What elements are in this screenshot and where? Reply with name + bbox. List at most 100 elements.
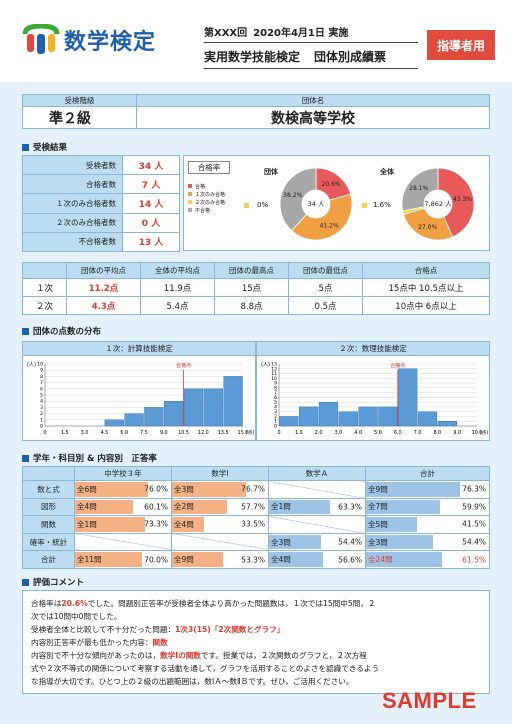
y-tick-label: 1 [274,419,277,425]
question-count: 全1問 [271,502,291,512]
results-table: 受検者数 34 人合格者数 7 人 １次のみ合格者数 14 人 ２次のみ合格者数 0 人不合… [22,154,180,252]
y-tick-label: 8 [274,385,277,391]
score-header: 団体の平均点 [66,262,141,279]
score-cell: 5.4点 [140,296,215,315]
x-tick-label: 13.5 [218,430,229,436]
histogram-bar [358,406,378,427]
subject-cell: 全24問 61.5% [365,550,490,569]
x-tick-label: 6.0 [120,430,128,436]
pie-slice [437,167,475,238]
report-name: 団体別成績票 [314,50,387,64]
grade-org-table: 受検階級 団体名 準２級 数検高等学校 [22,94,490,129]
rate-bar [75,499,133,515]
rate-bar [269,552,324,567]
x-tick-label: 4.5 [101,430,109,436]
rate-bar [75,552,143,567]
result-label: 合格者数 [22,174,123,195]
results-section-title: 受検結果 [22,141,67,153]
question-count: 全6問 [77,484,97,494]
rate-value: 33.5% [241,519,265,529]
all-pie-chart: 43.3% 27.0% 28.1% 7,862 人 [401,167,475,241]
result-value: 13 人 [122,231,180,252]
y-tick-label: 12 [271,366,277,372]
y-tick-label: 3 [40,405,43,411]
score-header: 団体の最高点 [214,262,289,279]
x-tick-label: 9.0 [160,430,168,436]
y-tick-label: 6 [274,395,277,401]
subject-col-header: 数学Ａ [268,466,366,481]
x-tick-label: 7.5 [140,430,148,436]
subject-cell: 全4問 60.1% [74,497,172,517]
question-count: 全3問 [174,484,194,494]
logo-text: 数学検定 [64,30,157,55]
subject-cell: 全5問 41.5% [365,515,490,534]
score-cell: 15点 [214,278,289,297]
subject-cell: 全9問 76.3% [365,480,490,499]
histogram-1-panel: １次：計算技能検定 (人) 0 1 2 3 4 5 6 7 8 9 10 0 1.5 3.0 4.5 6.0 7.… [22,341,256,441]
x-tick-label: 0 [277,430,280,436]
exam-name: 実用数学技能検定 [204,50,301,64]
rate-bar [172,499,228,515]
subject-cell: 全3問 54.4% [365,532,490,552]
pass-rate-label: 合格率 [188,161,230,174]
rate-value: 54.4% [338,537,362,547]
pie-slice-label: 43.3% [453,196,472,203]
score-cell: 11.9点 [140,278,215,297]
score-header: 合格点 [362,262,490,279]
score-cell: 0.5点 [288,296,363,315]
x-tick-label: 1.5 [61,430,69,436]
question-count: 全24問 [368,555,393,565]
rate-bar [75,482,148,497]
rate-bar [366,534,433,550]
score-header: 団体の最低点 [288,262,363,279]
pass-line-label: 合格点 [176,362,191,369]
result-label: １次のみ合格者数 [22,193,123,214]
rate-value: 60.1% [144,502,168,512]
x-tick-label: 15.0 [238,430,249,436]
subject-cell: 全1問 73.3% [74,515,172,534]
rate-value: 61.5% [462,555,486,565]
y-tick-label: 5 [40,393,43,399]
question-count: 全3問 [271,537,291,547]
subject-cell: 全6問 76.0% [74,480,172,499]
subjects-table: 中学校３年 数学Ⅰ 数学Ａ 合計 数と式 全6問 76.0% 全3問 76.7% 全9問 7… [22,466,490,569]
y-tick-label: 10 [37,362,43,368]
pie-center-label: 7,862 人 [424,200,452,208]
x-tick-label: 8.0 [434,430,442,436]
question-count: 全9問 [368,484,388,494]
org-value: 数検高等学校 [136,106,490,129]
comment-section-title: 評価コメント [22,576,84,588]
question-count: 全4問 [77,502,97,512]
rate-value: 53.3% [241,555,265,565]
rate-value: 76.3% [462,484,486,494]
group-zero-label: 0% [244,201,268,209]
histogram-bar [279,416,299,427]
exam-date: 2020年4月1日 実施 [253,28,349,39]
grade-value: 準２級 [22,106,137,129]
subject-cell: 全2問 57.7% [171,497,269,517]
subject-cell: 全3問 54.4% [268,532,366,552]
histogram-bar [223,376,243,427]
result-value: 14 人 [122,193,180,214]
rate-value: 70.0% [144,555,168,565]
histogram-bar [203,388,223,427]
y-tick-label: 11 [271,371,277,377]
rate-value: 73.3% [144,519,168,529]
histogram-2-panel: ２次：数理技能検定 (人) 0 1 2 3 4 5 6 7 8 9 10 11 12 13 0 1.0 2.0 3.… [256,341,490,441]
y-tick-label: 0 [274,424,277,430]
histogram-bar [183,388,204,427]
rate-value: 57.7% [241,502,265,512]
x-unit: (点) [480,430,489,436]
subject-cell: 全9問 53.3% [171,550,269,569]
question-count: 全9問 [174,555,194,565]
x-tick-label: 10.0 [472,430,483,436]
y-unit: (人) [27,362,36,368]
pass-rate-highlight: 20.6% [61,599,88,608]
subject-row-label: 図形 [22,497,75,517]
y-tick-label: 6 [40,386,43,392]
sample-watermark: SAMPLE [382,688,477,713]
x-tick-label: 6.0 [394,430,402,436]
histogram-bar [144,407,164,427]
subject-cell: 全1問 63.3% [268,497,366,517]
rate-value: 41.5% [462,519,486,529]
